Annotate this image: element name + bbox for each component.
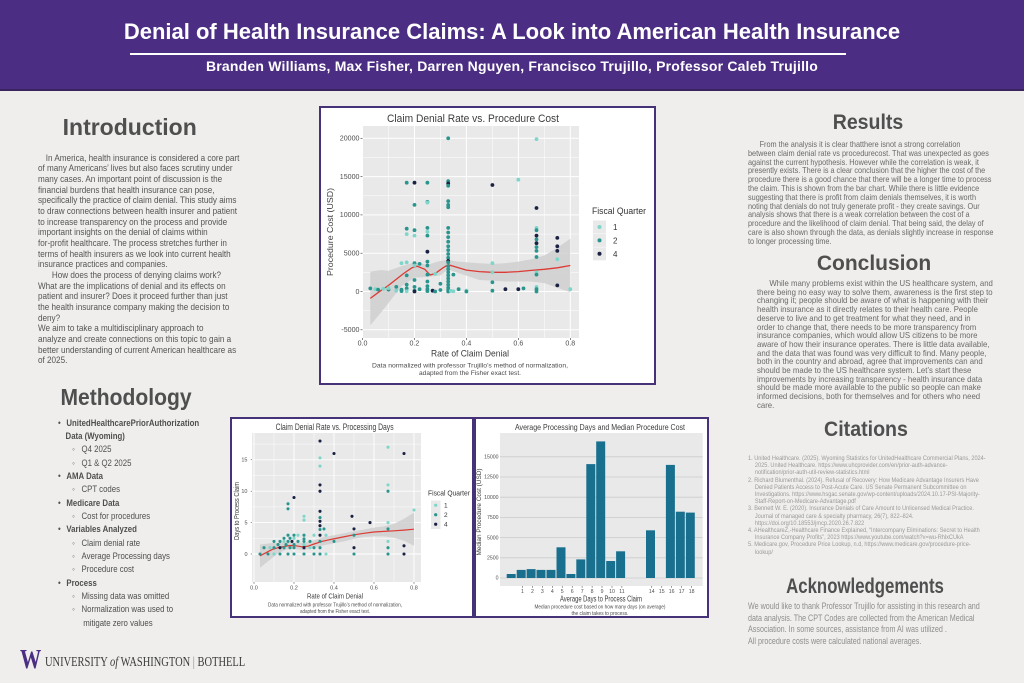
svg-text:11: 11 — [619, 589, 624, 595]
svg-text:Median procedure cost based on: Median procedure cost based on how many … — [535, 604, 666, 610]
svg-text:0.2: 0.2 — [410, 340, 420, 348]
svg-text:Fiscal Quarter: Fiscal Quarter — [592, 206, 646, 216]
svg-text:4: 4 — [613, 250, 618, 259]
svg-text:15: 15 — [241, 457, 247, 463]
svg-text:15000: 15000 — [340, 173, 360, 181]
svg-text:2500: 2500 — [487, 555, 499, 561]
svg-text:Rate of Claim Denial: Rate of Claim Denial — [431, 349, 509, 360]
svg-text:17: 17 — [679, 589, 685, 595]
svg-text:0.2: 0.2 — [290, 585, 298, 591]
svg-text:12500: 12500 — [484, 474, 499, 480]
svg-text:8: 8 — [591, 589, 594, 595]
svg-text:5000: 5000 — [344, 250, 360, 258]
svg-text:Rate of Claim Denial: Rate of Claim Denial — [307, 591, 363, 600]
svg-text:9: 9 — [601, 589, 604, 595]
svg-text:0: 0 — [244, 551, 247, 557]
svg-text:7: 7 — [581, 589, 584, 595]
svg-text:1: 1 — [521, 589, 524, 595]
svg-text:0: 0 — [496, 575, 499, 581]
svg-text:4: 4 — [444, 521, 448, 528]
svg-text:0.4: 0.4 — [461, 340, 471, 348]
svg-text:7500: 7500 — [487, 515, 499, 521]
svg-text:Fiscal Quarter: Fiscal Quarter — [428, 490, 471, 497]
svg-text:6: 6 — [571, 589, 574, 595]
svg-text:15000: 15000 — [484, 454, 499, 460]
svg-text:1: 1 — [444, 502, 448, 509]
svg-text:20000: 20000 — [340, 135, 360, 143]
svg-text:Median Procedure Cost (USD): Median Procedure Cost (USD) — [476, 468, 483, 555]
svg-text:Days to Process Claim: Days to Process Claim — [234, 481, 241, 539]
svg-text:3: 3 — [541, 589, 544, 595]
svg-text:10: 10 — [241, 489, 247, 495]
svg-text:0.4: 0.4 — [330, 585, 338, 591]
svg-text:5000: 5000 — [487, 535, 499, 541]
svg-text:0.6: 0.6 — [513, 340, 523, 348]
svg-text:2: 2 — [531, 589, 534, 595]
svg-text:Data normalized with professor: Data normalized with professor Trujillo’… — [372, 363, 568, 370]
svg-text:the claim takes to process.: the claim takes to process. — [572, 611, 629, 617]
svg-text:14: 14 — [649, 589, 655, 595]
svg-text:16: 16 — [669, 589, 675, 595]
svg-text:18: 18 — [689, 589, 695, 595]
svg-text:15: 15 — [659, 589, 665, 595]
svg-text:Claim Denial Rate vs. Procedur: Claim Denial Rate vs. Procedure Cost — [387, 113, 559, 125]
svg-text:Procedure Cost (USD): Procedure Cost (USD) — [325, 188, 335, 276]
svg-text:adapted from the Fisher exact: adapted from the Fisher exact test. — [300, 609, 370, 615]
svg-text:Average Days to Process Claim: Average Days to Process Claim — [560, 594, 642, 603]
svg-text:0: 0 — [356, 288, 360, 296]
svg-text:Average Processing Days and Me: Average Processing Days and Median Proce… — [515, 422, 685, 432]
svg-text:2: 2 — [613, 237, 618, 246]
svg-text:Claim Denial Rate vs. Processi: Claim Denial Rate vs. Processing Days — [276, 422, 394, 432]
svg-text:0.0: 0.0 — [358, 340, 368, 348]
svg-text:5: 5 — [561, 589, 564, 595]
svg-text:0.6: 0.6 — [370, 585, 378, 591]
svg-text:4: 4 — [551, 589, 554, 595]
svg-text:2: 2 — [444, 512, 448, 519]
svg-text:1: 1 — [613, 223, 618, 232]
svg-text:-5000: -5000 — [341, 326, 359, 334]
svg-text:10: 10 — [609, 589, 615, 595]
svg-text:0.8: 0.8 — [410, 585, 418, 591]
svg-text:5: 5 — [244, 520, 247, 526]
svg-text:10000: 10000 — [484, 494, 499, 500]
svg-text:10000: 10000 — [340, 211, 360, 219]
svg-text:0.0: 0.0 — [250, 585, 258, 591]
svg-text:Data normalized with professor: Data normalized with professor Trujillo’… — [268, 602, 402, 608]
svg-text:adapted from the Fisher exact: adapted from the Fisher exact test. — [419, 370, 521, 377]
svg-text:0.8: 0.8 — [565, 340, 575, 348]
